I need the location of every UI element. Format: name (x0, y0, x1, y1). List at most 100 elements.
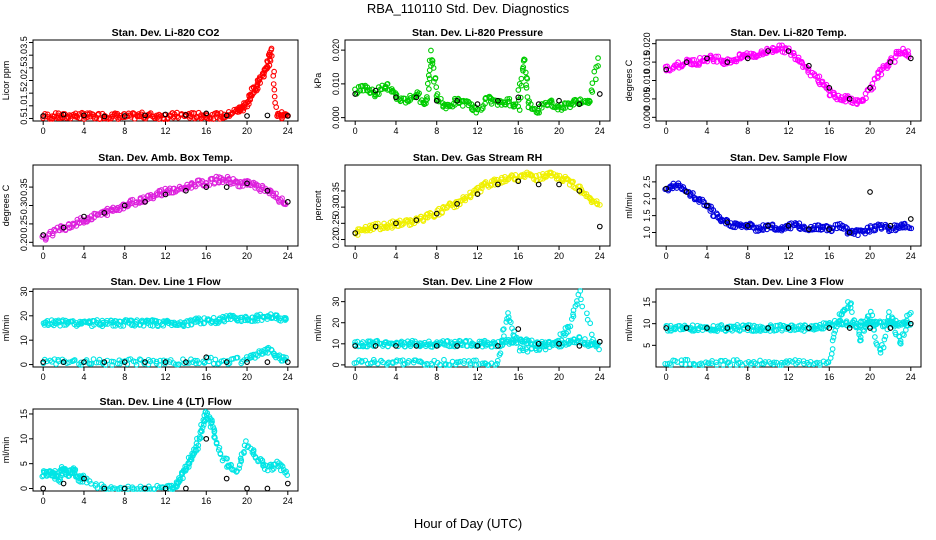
data-point (690, 190, 696, 196)
hourly-point (724, 59, 731, 65)
data-point (869, 80, 876, 87)
data-point (500, 327, 506, 333)
data-point (588, 87, 595, 94)
y-tick-label: 10 (19, 434, 29, 444)
data-point (678, 357, 685, 364)
data-point (563, 100, 569, 107)
data-point (424, 96, 431, 102)
data-point (566, 340, 573, 346)
hourly-point (183, 187, 189, 194)
hourly-point (454, 343, 460, 349)
data-point (590, 336, 596, 343)
hourly-point (535, 340, 542, 347)
data-point (593, 200, 600, 207)
x-tick-label: 16 (201, 251, 211, 261)
data-point (405, 358, 412, 364)
x-tick-label: 20 (554, 126, 564, 136)
hourly-point (223, 359, 230, 365)
hourly-point (515, 94, 522, 101)
data-point (110, 322, 117, 329)
data-point (129, 196, 136, 203)
data-point (192, 357, 198, 364)
x-tick-label: 12 (160, 251, 170, 261)
data-point (724, 217, 731, 224)
data-point (865, 313, 872, 319)
data-point (241, 448, 247, 455)
data-point (837, 317, 843, 324)
data-point (593, 198, 600, 204)
panel-title: Stan. Dev. Li-820 CO2 (112, 27, 220, 39)
hourly-point (765, 325, 771, 331)
data-point (131, 486, 137, 492)
data-point (49, 232, 56, 239)
x-tick-label: 4 (704, 251, 709, 261)
data-point (429, 362, 436, 368)
data-point (447, 103, 453, 110)
hourly-point (223, 184, 230, 190)
x-tick-label: 8 (745, 372, 750, 382)
data-point (524, 75, 531, 82)
data-point (882, 333, 889, 340)
hourly-point (183, 485, 189, 492)
chart-panel: Stan. Dev. Line 2 Flow 0 4 8 12 16 20 24 0 10 20 30… (313, 276, 611, 382)
data-point (908, 225, 915, 232)
data-point (762, 359, 769, 365)
data-point (699, 362, 706, 368)
x-tick-label: 8 (434, 126, 439, 136)
y-axis-label: ml/min (1, 315, 11, 342)
data-point (67, 115, 74, 122)
data-point (883, 63, 889, 69)
data-point (513, 337, 519, 343)
data-point (213, 440, 220, 447)
y-tick-label: 0.20 (331, 231, 341, 249)
data-point (796, 220, 803, 227)
data-point (366, 339, 373, 345)
x-tick-label: 16 (824, 126, 834, 136)
x-tick-label: 16 (201, 126, 211, 136)
data-point (505, 176, 512, 182)
data-point (851, 317, 857, 323)
data-point (273, 190, 279, 197)
data-point (830, 334, 837, 341)
data-point (185, 464, 192, 470)
y-tick-label: 2.0 (19, 74, 29, 87)
hourly-point (60, 224, 67, 231)
data-point (521, 56, 528, 63)
data-point (211, 428, 218, 434)
y-tick-label: 0 (19, 486, 29, 491)
hourly-point (142, 112, 148, 119)
data-point (881, 336, 888, 343)
data-point (506, 317, 513, 324)
hourly-point (413, 217, 420, 223)
hourly-point (683, 325, 690, 331)
data-point (497, 350, 504, 357)
data-point (401, 360, 408, 367)
data-point (753, 323, 760, 330)
data-point (147, 358, 154, 365)
data-point (218, 110, 224, 116)
x-tick-label: 8 (122, 372, 127, 382)
hourly-point (495, 343, 501, 349)
data-point (715, 53, 722, 60)
data-point (268, 52, 275, 59)
data-point (153, 358, 160, 365)
y-tick-label: 5 (19, 461, 29, 466)
data-point (275, 314, 281, 321)
data-point (384, 80, 391, 87)
data-point (696, 195, 703, 202)
hourly-point (683, 59, 690, 65)
y-tick-label: 1.5 (642, 209, 652, 222)
data-point (533, 347, 540, 353)
hourly-point (352, 343, 359, 349)
hourly-point (744, 222, 751, 229)
data-point (157, 357, 163, 364)
data-point (236, 465, 242, 472)
data-point (66, 359, 72, 366)
hourly-point (663, 66, 670, 73)
hourly-point (704, 202, 710, 209)
data-point (117, 323, 124, 329)
data-point (78, 362, 84, 368)
data-point (543, 173, 550, 180)
data-point (494, 357, 501, 364)
x-tick-label: 4 (81, 251, 86, 261)
